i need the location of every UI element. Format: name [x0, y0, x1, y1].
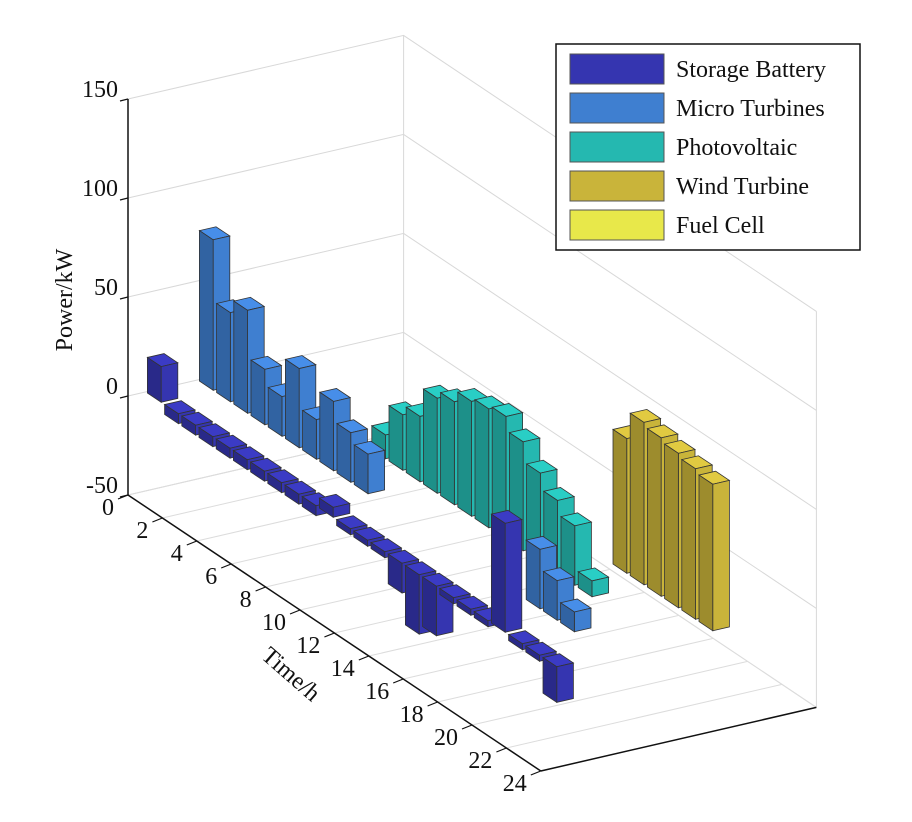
legend-item: Storage Battery	[569, 53, 826, 85]
x-tick-label: 16	[365, 679, 389, 705]
x-tick-label: 6	[205, 564, 217, 590]
bar-micro-turbines	[353, 440, 386, 495]
bar-storage-battery	[421, 572, 454, 637]
x-tick-label: 14	[331, 656, 355, 682]
bar-storage-battery	[542, 653, 575, 704]
legend-item: Wind Turbine	[569, 170, 809, 202]
x-tick-mark	[255, 586, 266, 592]
x-tick-mark	[324, 632, 335, 638]
x-tick-label: 2	[136, 518, 148, 544]
legend-label: Photovoltaic	[676, 135, 797, 161]
legend-item: Fuel Cell	[569, 209, 765, 241]
y-tick-label: 150	[82, 77, 118, 103]
x-tick-mark	[186, 540, 198, 546]
x-tick-label: 20	[434, 725, 458, 751]
legend: Storage Battery Micro Turbines Photovoltai…	[555, 43, 861, 251]
y-tick-label: -50	[86, 473, 118, 499]
x-tick-mark	[117, 494, 129, 500]
x-tick-label: 12	[296, 633, 320, 659]
bar-micro-turbines	[559, 598, 592, 633]
x-tick-label: 0	[102, 495, 114, 521]
bar-storage-battery	[163, 400, 196, 425]
legend-swatch	[569, 131, 665, 163]
y-tick-label: 100	[82, 176, 118, 202]
x-tick-mark	[427, 701, 438, 707]
bar-storage-battery	[146, 353, 179, 404]
x-tick-label: 22	[468, 748, 492, 774]
x-tick-mark	[358, 655, 370, 661]
bars	[146, 226, 731, 704]
y-tick-mark	[119, 395, 129, 399]
legend-label: Micro Turbines	[676, 96, 825, 122]
legend-label: Wind Turbine	[676, 174, 809, 200]
x-tick-mark	[530, 770, 542, 776]
bar-photovoltaic	[577, 567, 610, 598]
y-tick-mark	[119, 296, 129, 300]
grid-line	[506, 683, 783, 749]
x-tick-label: 24	[503, 771, 527, 797]
bar-micro-turbines	[542, 567, 575, 622]
x-tick-mark	[392, 678, 404, 684]
y-tick-mark	[119, 98, 129, 102]
axes	[117, 98, 817, 776]
legend-swatch	[569, 170, 665, 202]
legend-label: Fuel Cell	[676, 213, 765, 239]
y-tick-mark	[119, 197, 129, 201]
legend-item: Photovoltaic	[569, 131, 797, 163]
legend-swatch	[569, 92, 665, 124]
grid-line	[437, 637, 714, 703]
x-tick-mark	[461, 724, 473, 730]
legend-swatch	[569, 209, 665, 241]
bar-wind-turbine	[698, 470, 731, 632]
x-tick-label: 18	[400, 702, 424, 728]
x-tick-label: 10	[262, 610, 286, 636]
bar-storage-battery	[318, 493, 351, 519]
x-tick-mark	[152, 517, 163, 523]
x-tick-label: 4	[171, 541, 183, 567]
y-tick-label: 0	[106, 374, 118, 400]
legend-label: Storage Battery	[676, 57, 826, 83]
y-tick-label: 50	[94, 275, 118, 301]
x-tick-mark	[289, 609, 301, 615]
legend-swatch	[569, 53, 665, 85]
x-tick-mark	[220, 563, 232, 569]
bar-storage-battery	[490, 509, 523, 634]
x-tick-label: 8	[240, 587, 252, 613]
y-axis-label: Power/kW	[52, 248, 78, 351]
depth-axis-line	[540, 706, 817, 772]
grid-line	[471, 660, 748, 726]
x-tick-mark	[496, 747, 507, 753]
legend-item: Micro Turbines	[569, 92, 825, 124]
